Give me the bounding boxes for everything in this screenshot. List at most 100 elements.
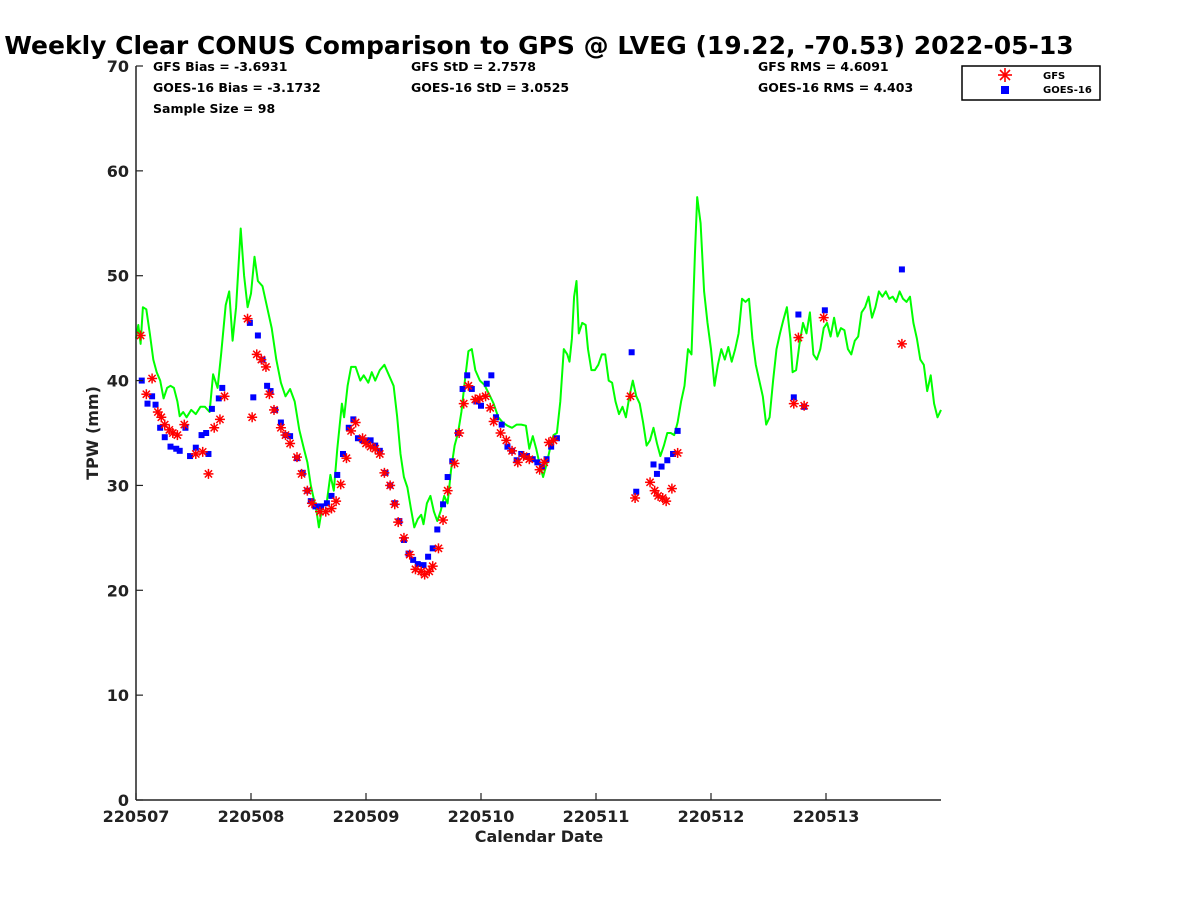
goes-16-point [254, 332, 261, 339]
gfs-point [512, 457, 523, 468]
goes-16-point [425, 553, 432, 560]
goes-16-point [215, 395, 222, 402]
goes-16-point [664, 457, 671, 464]
goes-16-point [192, 444, 199, 451]
goes-16-point [440, 501, 447, 508]
gfs-point [548, 435, 559, 446]
goes-16-point [144, 400, 151, 407]
chart-title: Weekly Clear CONUS Comparison to GPS @ L… [4, 31, 1073, 60]
x-tick-label: 220512 [678, 807, 745, 826]
goes-16-point [420, 562, 427, 569]
gfs-point [389, 499, 400, 510]
gfs-point [799, 400, 810, 411]
gfs-point [141, 389, 152, 400]
gfs-point [427, 561, 438, 572]
gfs-point [661, 496, 672, 507]
legend-goes-marker-icon [1001, 86, 1009, 94]
gfs-point [524, 454, 535, 465]
axes [135, 66, 941, 801]
goes-16-point [670, 450, 677, 457]
y-tick-label: 0 [118, 791, 129, 810]
goes-16-point [898, 266, 905, 273]
y-tick-label: 70 [107, 57, 129, 76]
gfs-point [209, 422, 220, 433]
goes-bias-stat: GOES-16 Bias = -3.1732 [153, 80, 321, 95]
gfs-point [326, 503, 337, 514]
gfs-point [331, 496, 342, 507]
goes-16-point [790, 394, 797, 401]
gfs-point [264, 389, 275, 400]
gfs-point [449, 458, 460, 469]
goes-16-point [434, 526, 441, 533]
goes-16-point [250, 394, 257, 401]
gfs-point [152, 407, 163, 418]
y-tick-label: 50 [107, 267, 129, 286]
gfs-point [539, 457, 550, 468]
statistics-block: GFS Bias = -3.6931 GOES-16 Bias = -3.173… [153, 59, 913, 116]
y-tick-label: 40 [107, 372, 129, 391]
gfs-point [357, 433, 368, 444]
goes-rms-stat: GOES-16 RMS = 4.403 [758, 80, 913, 95]
goes-16-point [246, 319, 253, 326]
goes-16-point [219, 384, 226, 391]
legend-box [961, 65, 1101, 101]
goes-16-point [198, 432, 205, 439]
goes-16-point [167, 443, 174, 450]
x-axis-label: Calendar Date [475, 827, 604, 846]
gfs-point [219, 391, 230, 402]
gps-series [135, 196, 942, 529]
gfs-point [156, 412, 167, 423]
goes-16-point [548, 443, 555, 450]
gfs-point [625, 391, 636, 402]
goes-std-stat: GOES-16 StD = 3.0525 [411, 80, 569, 95]
gfs-point [410, 564, 421, 575]
goes-16-point [334, 471, 341, 478]
y-tick-label: 60 [107, 162, 129, 181]
gfs-point [260, 361, 271, 372]
gfs-point [463, 380, 474, 391]
gfs-point [172, 430, 183, 441]
gfs-point [280, 430, 291, 441]
gfs-point [350, 417, 361, 428]
goes-16-point [429, 545, 436, 552]
y-ticks: 0 10 20 30 40 50 60 70 [107, 57, 143, 810]
gfs-bias-stat: GFS Bias = -3.6931 [153, 59, 287, 74]
gfs-point [135, 330, 146, 341]
gfs-point [393, 517, 404, 528]
gfs-point [374, 448, 385, 459]
goes-16-point [653, 470, 660, 477]
gfs-point [649, 485, 660, 496]
goes-16-point [504, 443, 511, 450]
goes-16-point [674, 427, 681, 434]
legend-goes-label: GOES-16 [1043, 85, 1092, 96]
gfs-point [335, 479, 346, 490]
goes-16-point [650, 461, 657, 468]
goes-16-point [459, 385, 466, 392]
goes-16-point [205, 450, 212, 457]
gfs-point [404, 549, 415, 560]
gfs-point [147, 373, 158, 384]
x-tick-label: 220507 [103, 807, 170, 826]
goes-16-point [323, 500, 330, 507]
goes-16-point [152, 401, 159, 408]
goes-16-point [267, 388, 274, 395]
gfs-point [242, 313, 253, 324]
gfs-point [495, 428, 506, 438]
gfs-point [507, 445, 518, 456]
gfs-std-stat: GFS StD = 2.7578 [411, 59, 536, 74]
gfs-point [501, 435, 512, 446]
goes-16-point [464, 372, 471, 379]
goes-16-point [488, 372, 495, 379]
x-tick-label: 220509 [333, 807, 400, 826]
goes-16-point [264, 382, 271, 389]
gfs-point [433, 543, 444, 554]
goes-16-point [157, 424, 164, 431]
gfs-point [672, 447, 683, 458]
goes-16-point [318, 503, 325, 510]
goes-16-point [553, 435, 560, 442]
goes-16-point [628, 349, 635, 356]
gfs-point [480, 391, 491, 402]
gfs-point [398, 532, 409, 543]
gfs-point [666, 483, 677, 494]
